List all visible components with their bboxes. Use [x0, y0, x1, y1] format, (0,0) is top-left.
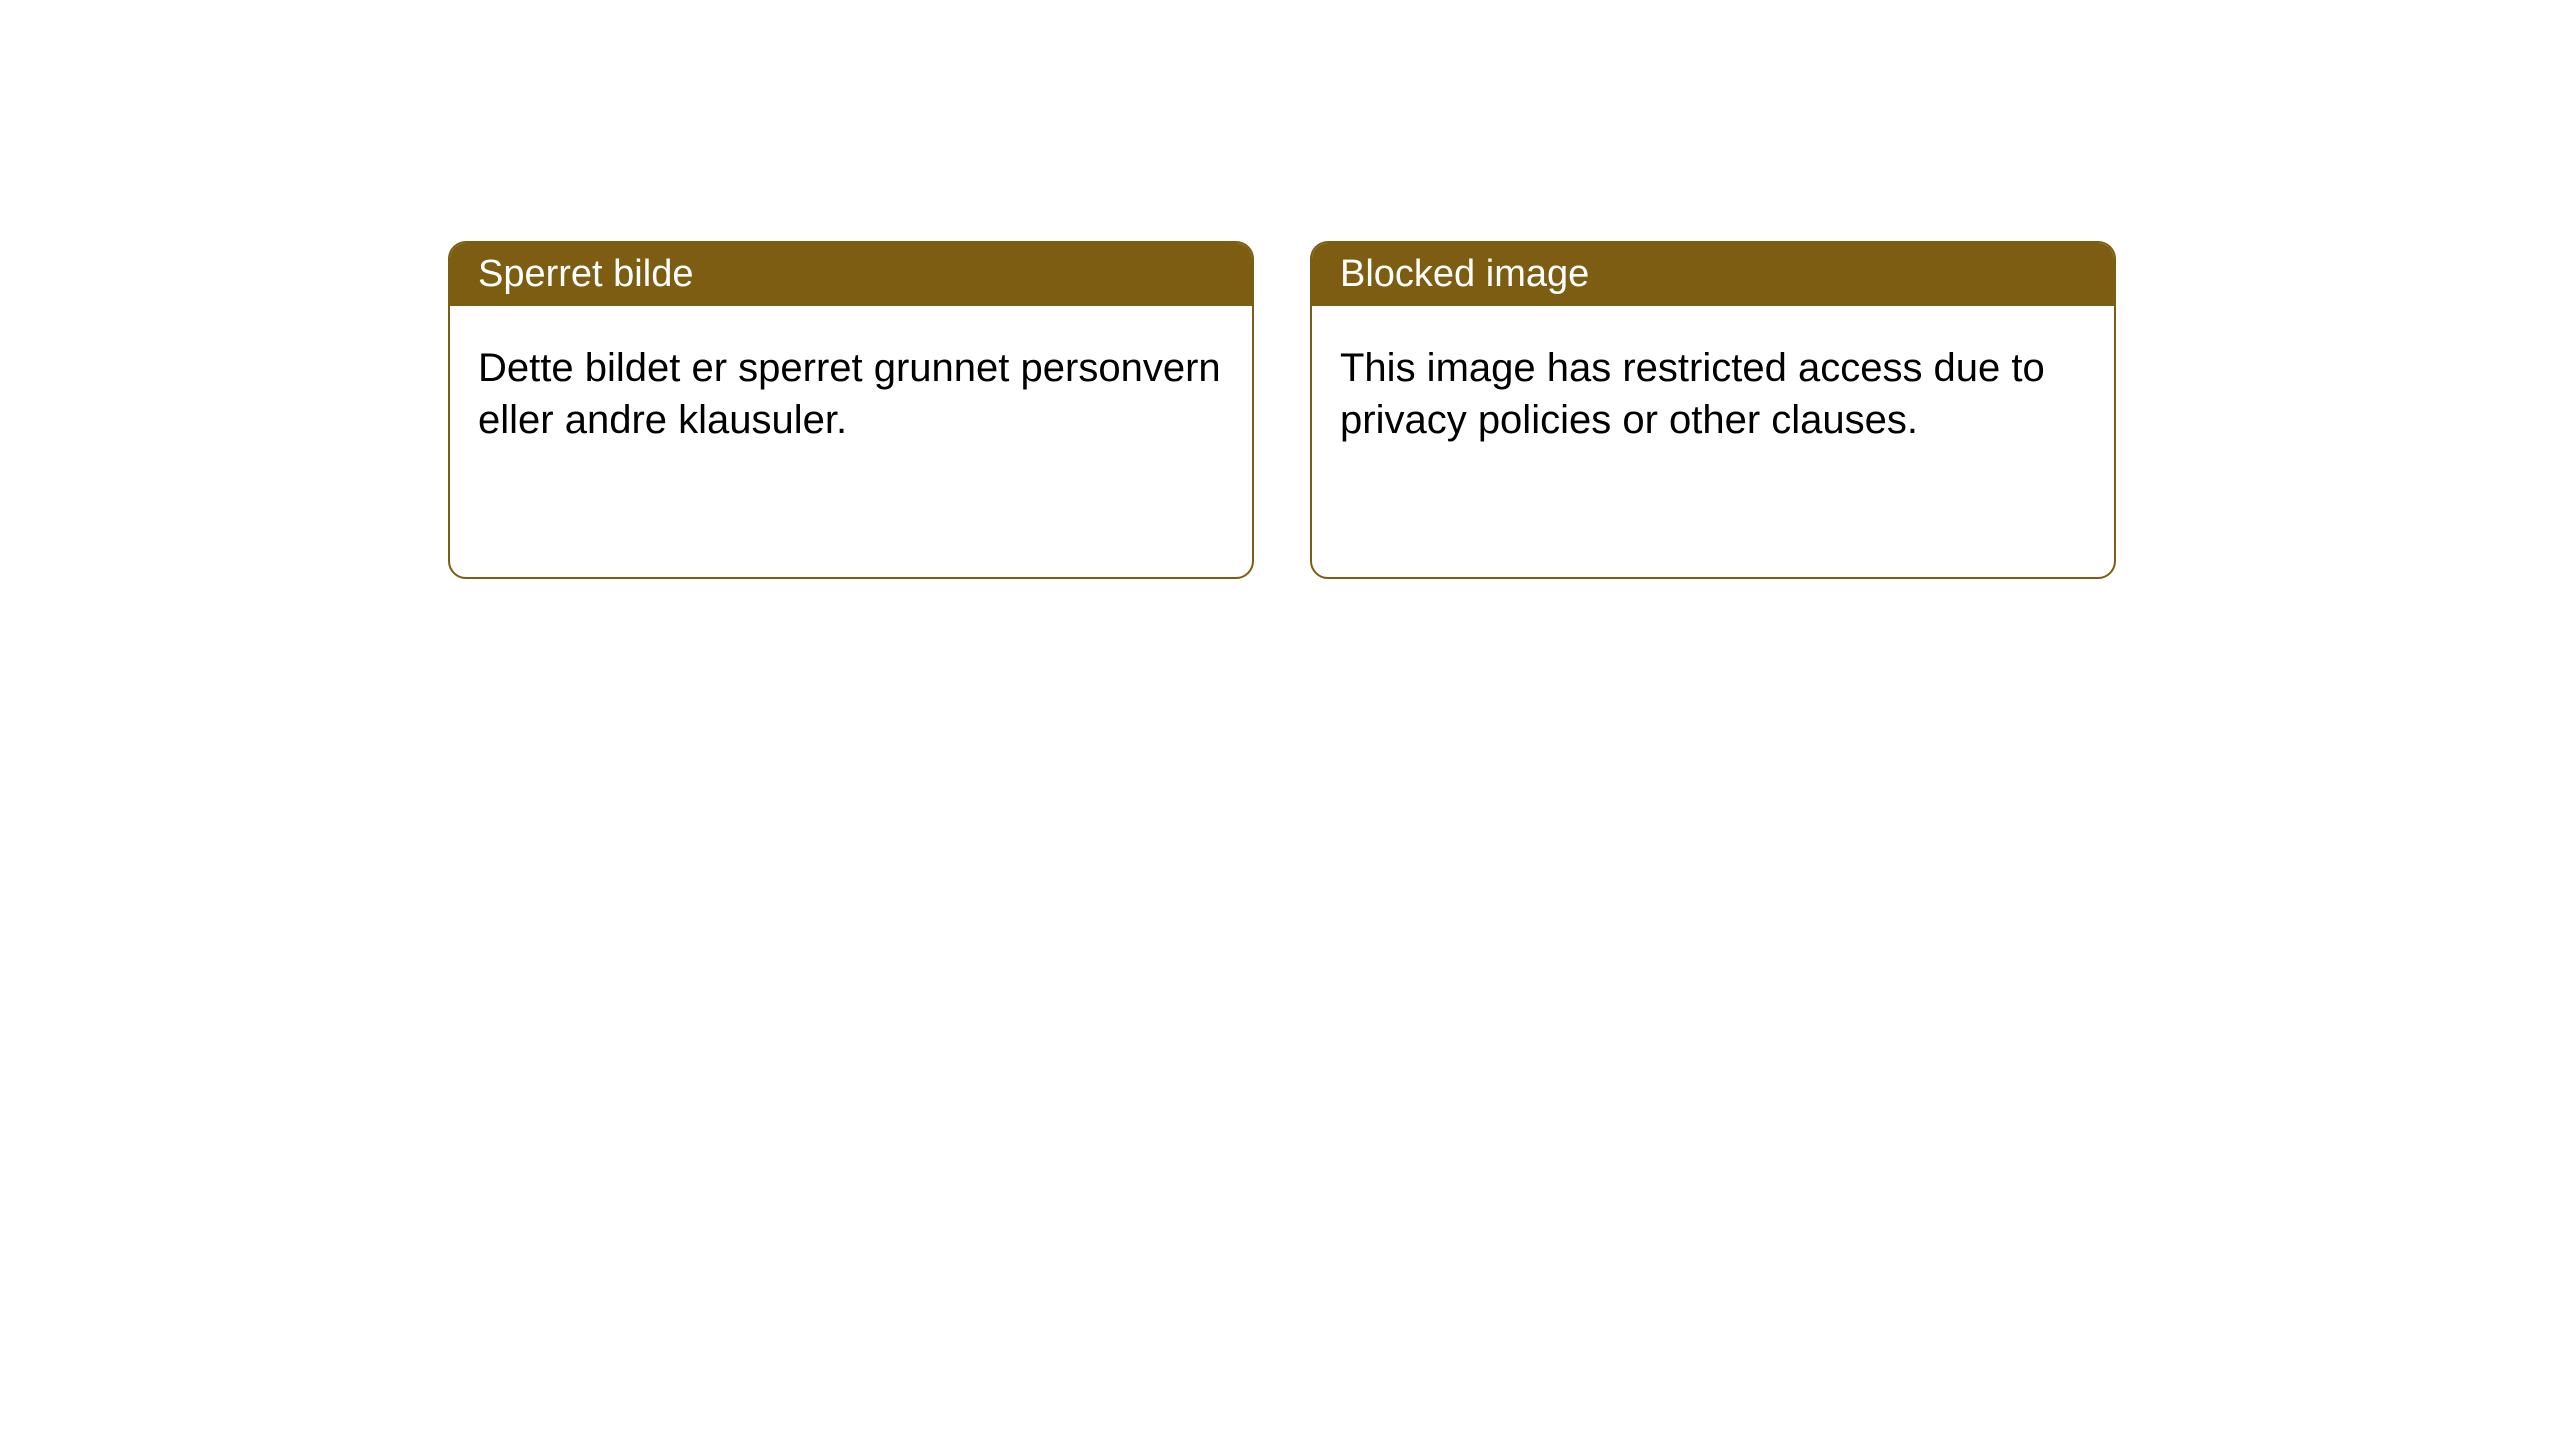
notice-card-english: Blocked image This image has restricted … [1310, 241, 2116, 579]
blocked-image-notices: Sperret bilde Dette bildet er sperret gr… [0, 0, 2560, 579]
notice-card-norwegian: Sperret bilde Dette bildet er sperret gr… [448, 241, 1254, 579]
notice-body: This image has restricted access due to … [1312, 306, 2114, 482]
notice-body: Dette bildet er sperret grunnet personve… [450, 306, 1252, 482]
notice-title: Sperret bilde [450, 243, 1252, 306]
notice-title: Blocked image [1312, 243, 2114, 306]
